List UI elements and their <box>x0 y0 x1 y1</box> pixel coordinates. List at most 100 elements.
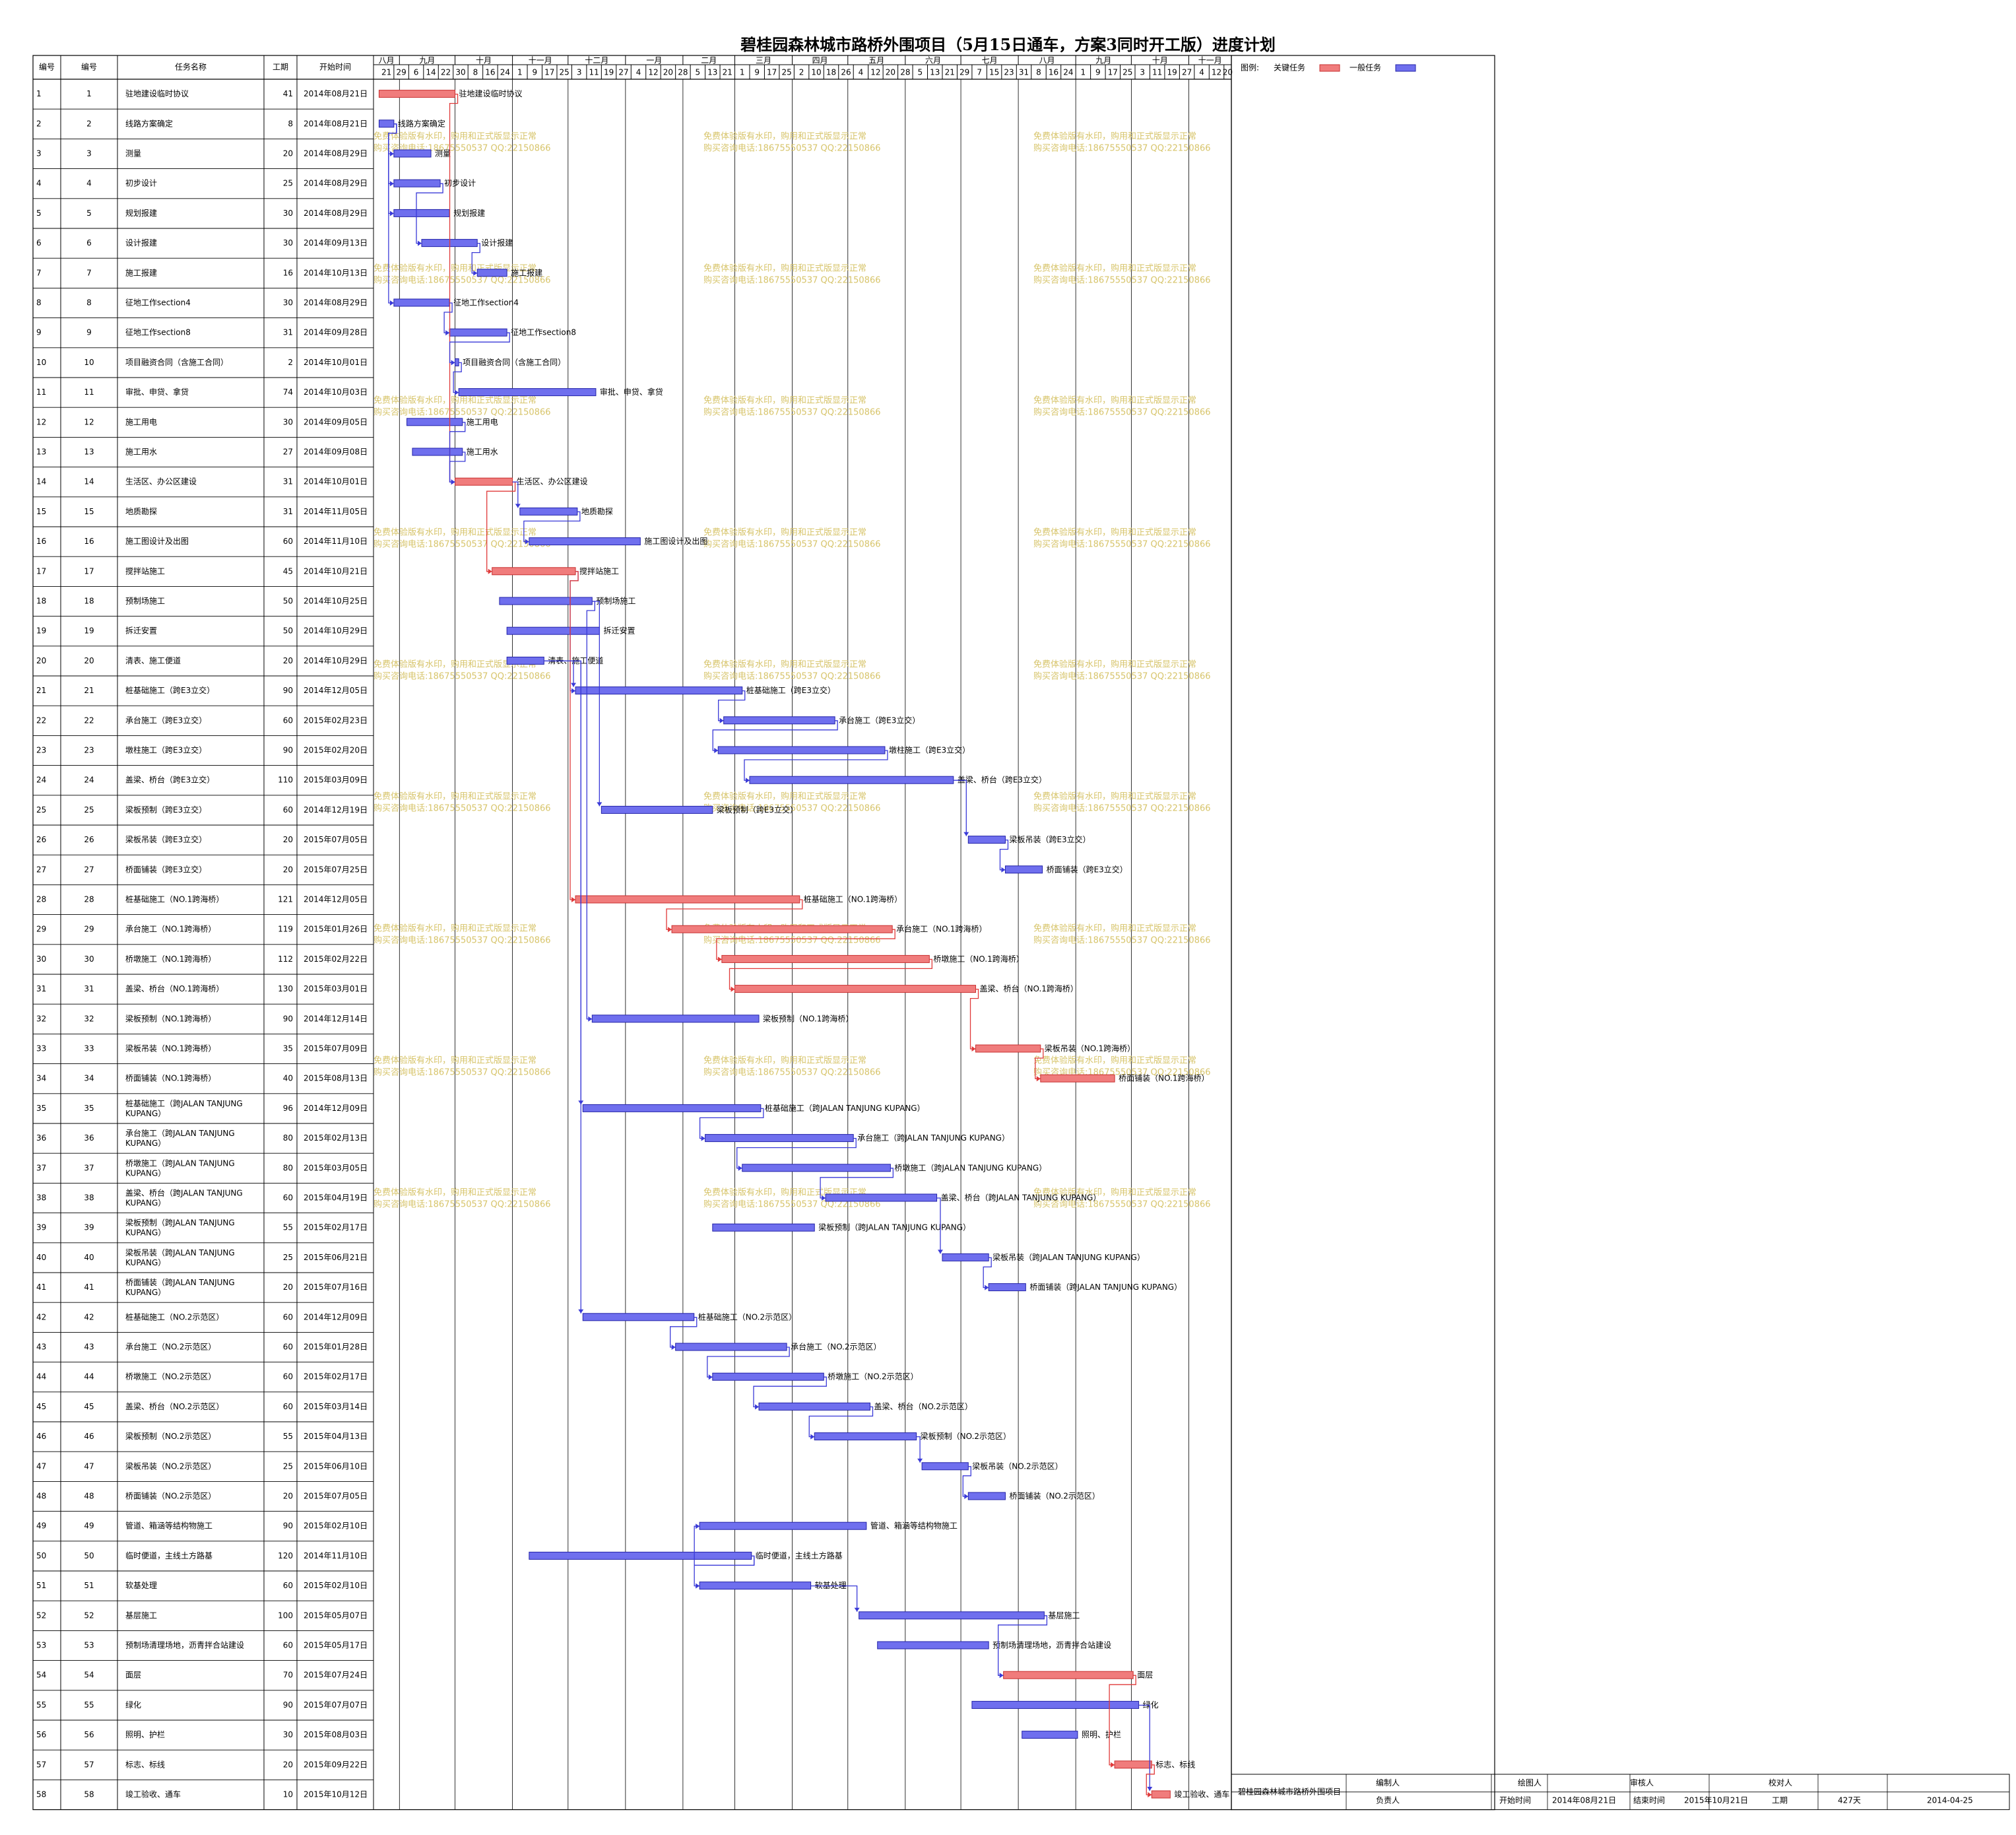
bar-label: 桩基础施工（跨JALAN TANJUNG KUPANG） <box>765 1103 925 1113</box>
bar-label: 施工用水 <box>467 448 498 457</box>
bar-label: 梁板吊装（NO.1跨海桥） <box>1045 1044 1135 1053</box>
task-duration: 30 <box>283 298 293 308</box>
link-arrow <box>985 1284 989 1290</box>
task-bar <box>378 90 456 98</box>
row-number: 50 <box>36 1551 46 1560</box>
task-name: 梁板吊装（NO.1跨海桥） <box>125 1044 216 1053</box>
task-duration: 55 <box>283 1223 293 1232</box>
month-label: 五月 <box>868 56 884 65</box>
dependency-link <box>586 601 595 1020</box>
row-number: 7 <box>36 268 42 277</box>
week-label: 17 <box>544 68 554 77</box>
task-bar <box>1151 1790 1171 1799</box>
task-start: 2015年02月13日 <box>304 1133 368 1143</box>
week-label: 4 <box>859 68 864 77</box>
task-id: 39 <box>84 1223 94 1232</box>
row-number: 3 <box>36 149 42 158</box>
week-label: 15 <box>989 68 999 77</box>
task-duration: 2 <box>288 358 293 367</box>
task-name: 地质勘探 <box>125 507 157 516</box>
task-bar <box>671 925 893 933</box>
row-number: 37 <box>36 1163 46 1172</box>
link-arrow <box>571 683 577 687</box>
dependency-link <box>443 302 453 333</box>
task-id: 12 <box>84 417 94 426</box>
week-label: 8 <box>473 68 478 77</box>
task-name: 预制场施工 <box>125 597 165 606</box>
task-name: 盖梁、桥台（NO.1跨海桥） <box>125 984 224 993</box>
row-number: 15 <box>36 507 46 516</box>
bar-label: 征地工作section8 <box>511 328 576 337</box>
task-start: 2014年10月13日 <box>304 268 368 277</box>
task-bar <box>699 1582 812 1590</box>
link-arrow <box>671 1345 676 1350</box>
task-id: 55 <box>84 1700 94 1710</box>
task-bar <box>723 716 835 725</box>
watermark: 购买咨询电话:18675550537 QQ:22150866 <box>703 539 881 550</box>
task-start: 2015年07月24日 <box>304 1671 368 1680</box>
watermark: 购买咨询电话:18675550537 QQ:22150866 <box>374 935 551 946</box>
week-label: 10 <box>811 68 821 77</box>
task-name: 承台施工（NO.2示范区） <box>125 1342 216 1352</box>
watermark: 免费体验版有水印，购用和正式版显示正常 <box>703 791 866 802</box>
task-name: 盖梁、桥台（跨JALAN TANJUNG <box>125 1188 243 1198</box>
watermark: 购买咨询电话:18675550537 QQ:22150866 <box>703 935 881 946</box>
task-start: 2015年07月07日 <box>304 1700 368 1710</box>
task-bar <box>988 1283 1026 1292</box>
week-label: 24 <box>1063 68 1073 77</box>
watermark: 免费体验版有水印，购用和正式版显示正常 <box>374 923 537 934</box>
row-number: 20 <box>36 656 46 665</box>
dependency-link <box>449 332 510 364</box>
task-name: 梁板预制（NO.2示范区） <box>125 1431 216 1441</box>
bar-label: 梁板预制（跨E3立交） <box>717 805 798 815</box>
task-bar <box>877 1641 989 1650</box>
task-id: 43 <box>84 1343 94 1352</box>
bar-label: 梁板预制（跨JALAN TANJUNG KUPANG） <box>818 1222 971 1232</box>
row-number: 52 <box>36 1611 46 1620</box>
footer-company: 碧桂园森林城市路桥外围项目 <box>1238 1786 1341 1796</box>
task-bar <box>378 119 395 128</box>
task-bar <box>582 1104 762 1112</box>
task-id: 10 <box>84 358 94 367</box>
task-duration: 31 <box>283 328 293 337</box>
task-id: 56 <box>84 1730 94 1739</box>
task-id: 20 <box>84 656 94 665</box>
task-id: 30 <box>84 954 94 964</box>
row-number: 55 <box>36 1700 46 1710</box>
dependency-link <box>744 750 888 781</box>
task-id: 48 <box>84 1492 94 1501</box>
week-label: 25 <box>781 68 791 77</box>
row-number: 46 <box>36 1432 46 1441</box>
row-number: 1 <box>36 89 42 98</box>
task-name: 预制场清理场地，沥青拌合站建设 <box>125 1640 244 1650</box>
dependency-link <box>962 1466 971 1497</box>
task-bar <box>814 1432 917 1441</box>
task-name: KUPANG） <box>125 1258 166 1267</box>
task-name: 规划报建 <box>125 208 157 218</box>
task-start: 2015年01月26日 <box>304 925 368 934</box>
task-bar <box>393 149 432 158</box>
week-label: 9 <box>532 68 537 77</box>
task-start: 2015年09月22日 <box>304 1760 368 1769</box>
watermark: 免费体验版有水印，购用和正式版显示正常 <box>374 791 537 802</box>
week-label: 3 <box>577 68 582 77</box>
watermark: 免费体验版有水印，购用和正式版显示正常 <box>703 131 866 142</box>
task-start: 2014年12月05日 <box>304 686 368 695</box>
task-bar <box>712 1372 824 1381</box>
task-id: 5 <box>86 209 92 218</box>
week-label: 26 <box>841 68 851 77</box>
task-duration: 96 <box>283 1104 293 1113</box>
task-name: 桥墩施工（NO.1跨海桥） <box>125 954 216 964</box>
task-start: 2015年03月09日 <box>304 776 368 785</box>
task-bar <box>476 269 507 277</box>
watermark: 购买咨询电话:18675550537 QQ:22150866 <box>703 803 881 814</box>
task-bar <box>825 1193 938 1202</box>
task-name: 清表、施工便道 <box>125 656 181 665</box>
task-start: 2015年02月23日 <box>304 716 368 725</box>
week-label: 16 <box>485 68 495 77</box>
task-name: 审批、申贷、拿贷 <box>125 387 189 397</box>
link-arrow <box>738 1165 742 1171</box>
dependency-link <box>736 1137 857 1169</box>
bar-label: 标志、标线 <box>1155 1760 1195 1769</box>
